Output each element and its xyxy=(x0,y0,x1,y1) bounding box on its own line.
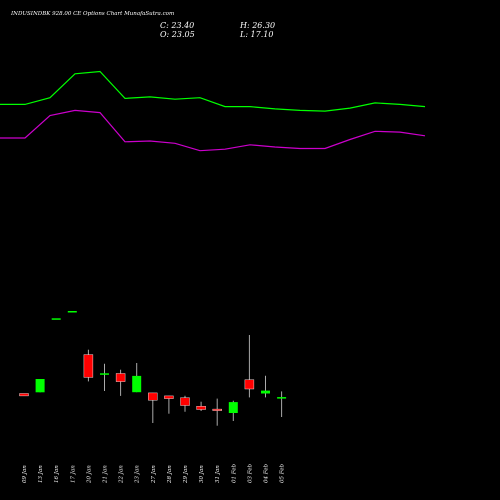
candle-body xyxy=(277,397,287,399)
upper-band-line xyxy=(0,70,426,112)
date-tick-label: 22 Jan xyxy=(119,465,125,484)
date-tick-label: 03 Feb xyxy=(247,463,253,483)
low-value: L: 17.10 xyxy=(240,30,274,39)
high-value: H: 26.30 xyxy=(240,21,276,30)
candle-body xyxy=(115,373,126,382)
candle-body xyxy=(35,379,45,393)
open-value: O: 23.05 xyxy=(160,30,195,39)
date-tick-label: 17 Jan xyxy=(70,465,76,483)
candle-body xyxy=(212,408,222,411)
candle-body xyxy=(261,390,270,394)
date-tick-label: 01 Feb xyxy=(231,463,237,483)
date-tick-label: 30 Jan xyxy=(199,465,205,483)
date-tick-label: 04 Feb xyxy=(264,463,270,483)
date-tick-label: 13 Jan xyxy=(38,465,44,483)
date-tick-label: 27 Jan xyxy=(151,465,157,484)
candle-body xyxy=(228,402,238,413)
candle-body xyxy=(148,392,158,401)
date-tick-label: 09 Jan xyxy=(22,465,28,483)
candle-body xyxy=(244,379,255,390)
candle-body xyxy=(51,318,61,320)
candle-body xyxy=(19,393,29,397)
candle-body xyxy=(132,375,142,393)
date-tick-label: 23 Jan xyxy=(135,465,141,484)
candle-body xyxy=(196,406,206,410)
date-tick-label: 29 Jan xyxy=(183,465,189,484)
date-tick-label: 20 Jan xyxy=(86,465,92,484)
date-tick-label: 21 Jan xyxy=(103,465,109,484)
candle-body xyxy=(100,373,109,375)
candle-body xyxy=(164,395,174,399)
date-tick-label: 16 Jan xyxy=(54,465,60,483)
candle-body xyxy=(83,354,94,378)
close-value: C: 23.40 xyxy=(160,21,195,30)
chart-title: INDUSINDBK 928.00 CE Options Chart Munaf… xyxy=(11,11,175,17)
lower-band-line xyxy=(0,109,426,152)
date-tick-label: 28 Jan xyxy=(167,465,173,484)
date-tick-label: 31 Jan xyxy=(215,465,221,483)
candle-body xyxy=(180,397,190,406)
candle-body xyxy=(67,311,77,313)
date-tick-label: 05 Feb xyxy=(280,463,286,483)
